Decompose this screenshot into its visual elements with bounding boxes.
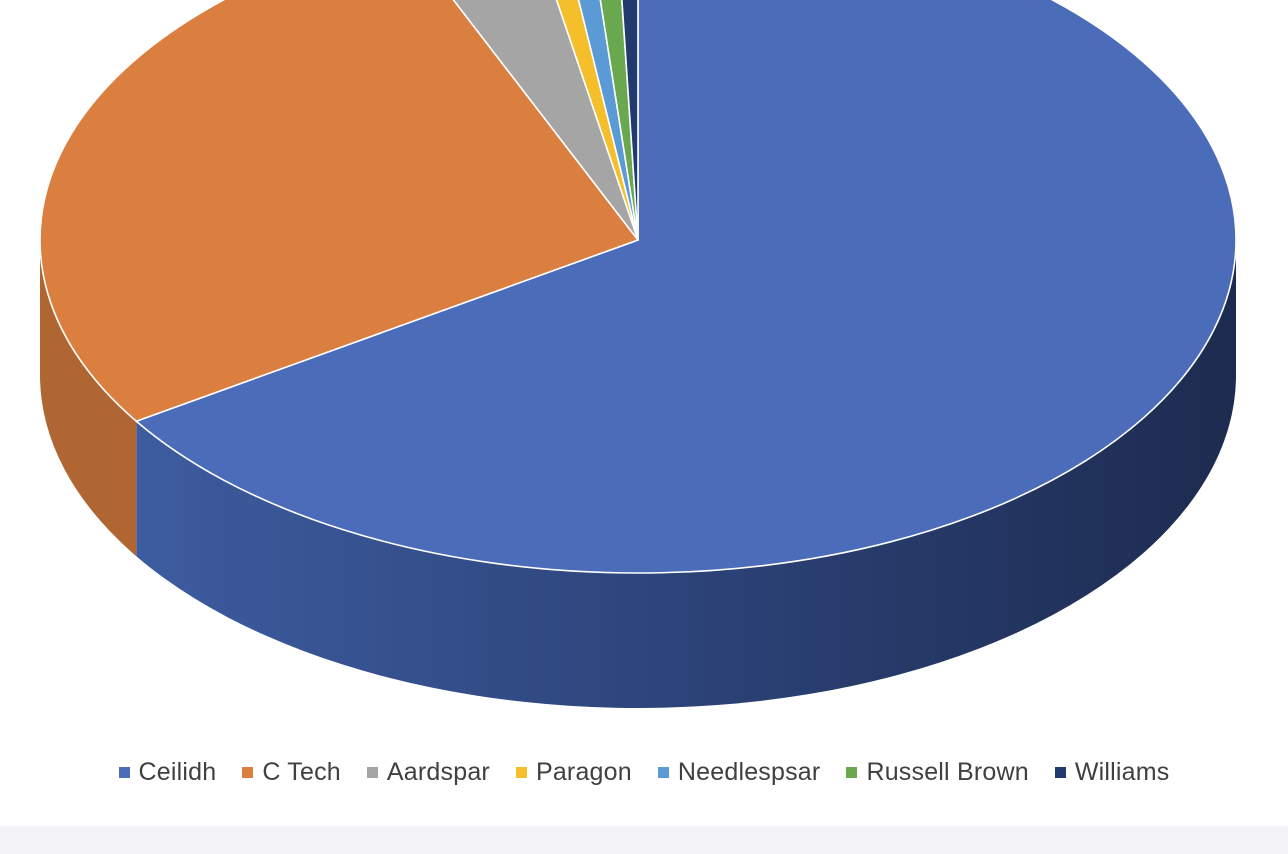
pie-slice-williams xyxy=(621,0,639,241)
pie-slice-ceilidh xyxy=(135,0,1237,574)
legend: Ceilidh C Tech Aardspar Paragon Needlespsar R… xyxy=(0,758,1288,787)
pie-slice-paragon xyxy=(555,0,639,241)
legend-item-russell-brown: Russell Brown xyxy=(846,758,1029,787)
legend-swatch xyxy=(846,767,858,778)
legend-item-paragon: Paragon xyxy=(515,758,632,787)
legend-swatch xyxy=(118,767,130,778)
pie-slice-needlespsar xyxy=(577,0,639,241)
pie-side-ceilidh xyxy=(136,240,1236,708)
legend-swatch xyxy=(366,767,378,778)
pie-top xyxy=(39,0,1237,574)
legend-item-ceilidh: Ceilidh xyxy=(118,758,217,787)
legend-label: C Tech xyxy=(262,758,341,786)
legend-swatch xyxy=(657,767,669,778)
pie-slice-aardspar xyxy=(452,0,639,241)
legend-item-aardspar: Aardspar xyxy=(366,758,490,787)
legend-item-needlespsar: Needlespsar xyxy=(657,758,821,787)
legend-label: Paragon xyxy=(535,758,632,786)
pie-slice-russell-brown xyxy=(599,0,639,241)
pie-sides xyxy=(40,240,1236,708)
pie-chart xyxy=(39,0,1237,708)
legend-label: Ceilidh xyxy=(138,758,217,786)
legend-swatch xyxy=(242,767,254,778)
legend-label: Needlespsar xyxy=(677,758,821,786)
legend-item-williams: Williams xyxy=(1054,758,1170,787)
legend-label: Russell Brown xyxy=(866,758,1029,786)
legend-swatch xyxy=(1054,767,1066,778)
legend-label: Aardspar xyxy=(386,758,490,786)
pie-slice-c-tech xyxy=(39,0,639,423)
legend-label: Williams xyxy=(1074,758,1170,786)
legend-item-c-tech: C Tech xyxy=(242,758,341,787)
bottom-band xyxy=(0,826,1288,854)
legend-swatch xyxy=(515,767,527,778)
pie-side-c-tech xyxy=(40,240,137,557)
